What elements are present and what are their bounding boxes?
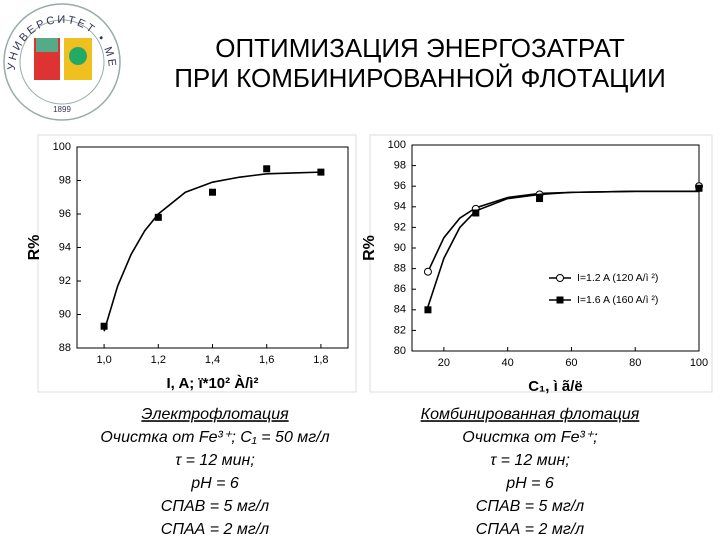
y-tick-label: 100	[388, 139, 406, 151]
legend-marker	[556, 296, 564, 304]
caption-line: Очистка от Fe³⁺;	[462, 429, 597, 446]
point	[472, 209, 480, 217]
x-tick-label: 80	[629, 357, 641, 369]
logo-year: 1899	[53, 105, 71, 114]
caption-line: CПАА = 2 мг/л	[476, 521, 584, 538]
y-tick-label: 86	[394, 283, 406, 295]
x-tick-label: 1,4	[205, 354, 220, 366]
x-tick-label: 1,6	[259, 354, 274, 366]
charts: 88 90 92 94 96 98 100 1,0 1,2 1,4 1,6 1,8 I, A; ï*10…	[26, 134, 713, 538]
caption-title: Электрофлотация	[141, 406, 289, 423]
y-tick-label: 96	[394, 180, 406, 192]
y-tick-label: 94	[394, 201, 406, 213]
logo-tree	[69, 47, 87, 65]
point	[263, 165, 271, 173]
x-axis-label: C₁, ì ã/ë	[528, 378, 583, 395]
caption-line: τ = 12 мин;	[490, 452, 570, 469]
point	[536, 195, 544, 203]
title-line: ОПТИМИЗАЦИЯ ЭНЕРГОЗАТРАТ	[215, 33, 625, 63]
y-tick-label: 98	[59, 174, 71, 186]
caption-line: pH = 6	[190, 475, 239, 492]
y-tick-label: 88	[59, 342, 71, 354]
y-tick-label: 94	[59, 241, 71, 253]
title-line: ПРИ КОМБИНИРОВАННОЙ ФЛОТАЦИИ	[174, 63, 666, 93]
logo-shield-green	[36, 38, 58, 52]
point	[423, 267, 432, 276]
point	[695, 184, 703, 192]
fit-curve	[427, 190, 699, 307]
caption-line: τ = 12 мин;	[175, 452, 255, 469]
y-tick-label: 88	[394, 263, 406, 275]
y-tick-label: 92	[59, 275, 71, 287]
x-tick-label: 60	[565, 357, 577, 369]
chart-frame	[37, 134, 357, 393]
legend-label: I=1.6 A (160 A/ì ²)	[577, 294, 658, 306]
y-axis-label: R%	[26, 235, 43, 261]
point	[209, 188, 216, 196]
caption-title: Комбинированная флотация	[421, 406, 640, 423]
y-tick-label: 100	[53, 141, 71, 153]
point	[424, 306, 432, 314]
caption-line: CПАВ = 5 мг/л	[476, 498, 584, 515]
y-tick-label: 82	[394, 324, 406, 336]
y-axis-label: R%	[361, 235, 378, 261]
x-tick-label: 1,8	[313, 354, 328, 366]
x-tick-label: 1,2	[151, 354, 166, 366]
x-tick-label: 100	[690, 357, 708, 369]
x-tick-label: 20	[438, 357, 450, 369]
x-tick-label: 40	[502, 357, 514, 369]
legend-label: I=1.2 A (120 A/ì ²)	[577, 272, 658, 284]
x-tick-label: 1,0	[96, 354, 111, 366]
legend-marker	[556, 274, 564, 282]
y-tick-label: 96	[59, 208, 71, 220]
point	[154, 213, 162, 221]
caption-line: CПАА = 2 мг/л	[161, 521, 269, 538]
y-tick-label: 84	[394, 304, 406, 316]
point	[317, 168, 325, 176]
y-tick-label: 90	[59, 308, 71, 320]
caption-line: pH = 6	[505, 475, 554, 492]
x-axis-label: I, A; ï*10² À/ì²	[167, 375, 259, 392]
y-tick-label: 90	[394, 242, 406, 254]
chart-frame	[369, 134, 713, 393]
caption-line: Очистка от Fe³⁺; C₁ = 50 мг/л	[100, 429, 329, 446]
point	[100, 322, 108, 330]
fit-curve	[103, 171, 321, 332]
caption-line: CПАВ = 5 мг/л	[161, 498, 269, 515]
y-tick-label: 98	[394, 160, 406, 172]
y-tick-label: 92	[394, 221, 406, 233]
y-tick-label: 80	[394, 345, 406, 357]
